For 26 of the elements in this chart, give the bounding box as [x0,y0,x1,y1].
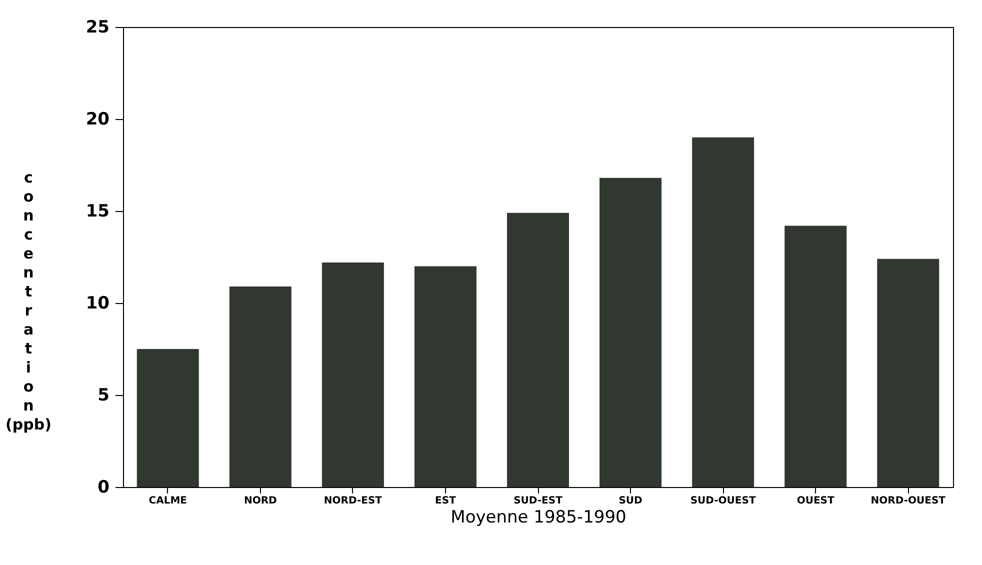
x-tick-label: NORD-EST [324,496,382,506]
bar [784,226,847,487]
x-axis-title: Moyenne 1985-1990 [450,508,626,528]
bar [877,258,940,487]
y-tick-label: 0 [98,478,110,498]
bar [136,349,199,487]
x-tick-label: OUEST [796,496,835,506]
x-tick-label: EST [435,496,456,506]
text: concentration (ppb) [6,168,52,434]
x-tick-label: CALME [148,496,188,506]
y-tick-label: 25 [86,18,110,38]
bar [507,212,569,487]
x-tick-label: NORD [244,496,277,506]
bar [692,137,754,487]
bar [600,178,662,487]
x-tick-label: SUD-OUEST [690,496,756,506]
bar [414,266,476,487]
bar [229,286,292,487]
bar [322,262,384,487]
y-tick-label: 5 [98,386,110,406]
y-tick-label: 15 [86,202,110,222]
x-tick-label: SUD-EST [514,496,563,506]
x-tick-label: NORD-OUEST [870,496,946,506]
y-tick-label: 10 [86,294,110,314]
y-tick-label: 20 [86,110,110,130]
x-tick-label: SUD [618,496,642,506]
